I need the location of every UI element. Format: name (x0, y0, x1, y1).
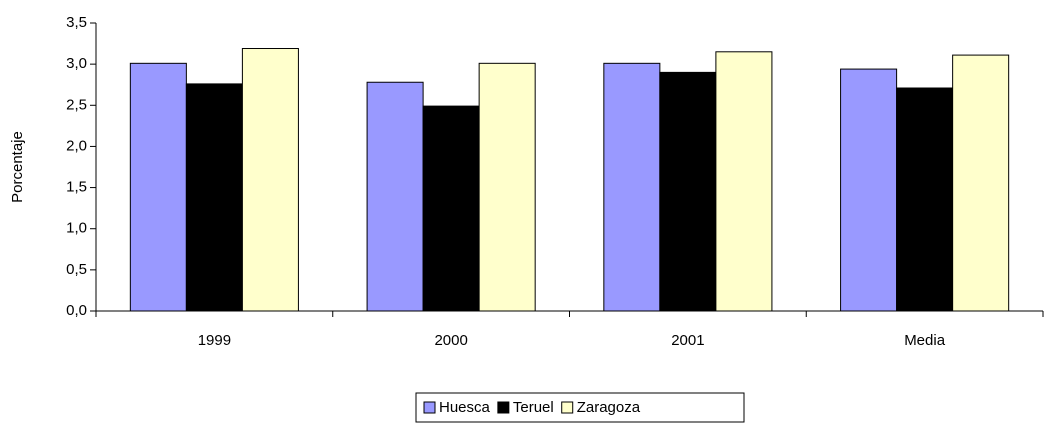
y-tick-label: 0,0 (66, 302, 87, 319)
legend-label: Huesca (439, 399, 491, 416)
bar (129, 62, 187, 312)
y-tick-label: 2,5 (66, 96, 87, 113)
x-tick-label: 1999 (198, 332, 231, 349)
bar (603, 62, 661, 312)
bar (952, 54, 1010, 312)
y-tick-label: 1,0 (66, 220, 87, 237)
y-tick-label: 1,5 (66, 179, 87, 196)
x-tick-label: 2000 (434, 332, 467, 349)
legend-label: Teruel (513, 399, 554, 416)
legend-swatch (561, 401, 574, 414)
bar (840, 68, 898, 312)
legend-swatch (423, 401, 436, 414)
x-tick-label: 2001 (671, 332, 704, 349)
bar (241, 48, 299, 312)
legend-swatch (497, 401, 510, 414)
y-tick-label: 2,0 (66, 137, 87, 154)
y-axis-label: Porcentaje (9, 131, 26, 203)
bar (422, 105, 480, 312)
y-tick-label: 0,5 (66, 261, 87, 278)
bar (185, 83, 243, 312)
x-tick-label: Media (904, 332, 946, 349)
bar (478, 62, 536, 312)
legend-label: Zaragoza (577, 399, 641, 416)
bar (366, 81, 424, 312)
y-tick-label: 3,5 (66, 14, 87, 31)
bar (659, 71, 717, 312)
y-tick-label: 3,0 (66, 55, 87, 72)
bar (715, 51, 773, 312)
legend-box (415, 392, 745, 423)
bar (896, 87, 954, 312)
